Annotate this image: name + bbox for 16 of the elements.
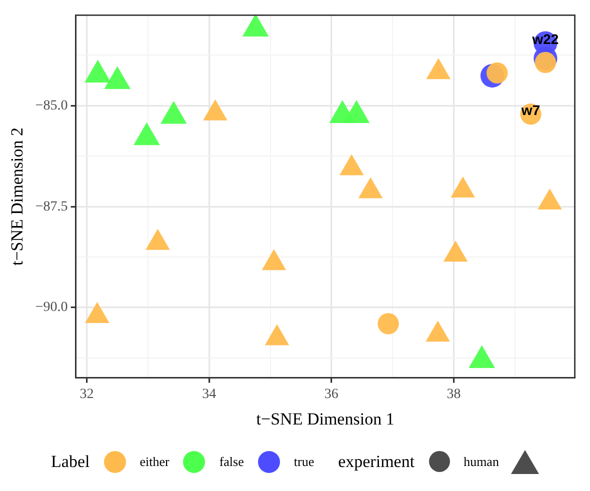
legend-label: either	[138, 452, 170, 470]
text: experiment	[338, 452, 415, 472]
x-tick-label: 36	[324, 386, 338, 402]
legend-title: Label	[51, 452, 90, 472]
y-tick-label: −90.0	[35, 300, 68, 316]
y-tick-label: −85.0	[35, 98, 68, 114]
legend-label: true	[292, 452, 314, 470]
y-tick-label: −87.5	[35, 199, 68, 214]
x-axis-title: t−SNE Dimension 1	[256, 409, 394, 428]
x-tick-label: 38	[446, 386, 461, 402]
x-tick-label: 32	[80, 386, 94, 402]
y-axis-title: t−SNE Dimension 2	[8, 127, 27, 266]
annotation: w7	[520, 102, 540, 118]
legend-label: false	[218, 452, 244, 470]
text: human	[464, 454, 499, 470]
x-tick-label: 34	[202, 386, 216, 402]
